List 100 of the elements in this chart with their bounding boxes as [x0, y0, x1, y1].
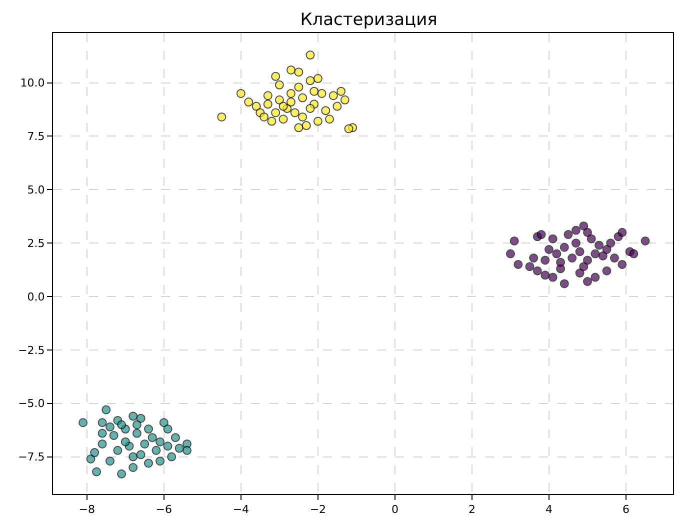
point	[102, 405, 111, 414]
point	[336, 86, 346, 96]
point	[529, 254, 538, 263]
point	[267, 116, 276, 126]
point	[579, 221, 588, 230]
point	[105, 456, 114, 466]
point	[344, 124, 354, 134]
y-tick-label: 7.5	[27, 130, 45, 144]
point	[174, 444, 184, 453]
point	[564, 230, 573, 240]
x-tick-label: −8	[78, 503, 95, 516]
point	[286, 98, 296, 107]
point	[170, 433, 180, 442]
point	[128, 412, 138, 421]
point	[306, 104, 315, 113]
x-tick-label: 0	[391, 503, 398, 516]
point	[217, 112, 226, 122]
point	[540, 256, 550, 265]
point	[286, 65, 296, 74]
point	[152, 446, 161, 455]
point	[105, 422, 114, 432]
y-tick-label: 5.0	[27, 184, 45, 197]
point	[294, 123, 304, 132]
point	[583, 228, 592, 237]
point	[618, 228, 627, 237]
point	[86, 454, 96, 464]
point	[132, 420, 142, 430]
point	[590, 249, 600, 258]
point	[182, 446, 192, 455]
point	[144, 424, 153, 434]
point	[548, 272, 558, 282]
point	[159, 418, 168, 428]
point	[332, 102, 342, 111]
point	[98, 439, 107, 448]
y-tick-label: −2.5	[18, 344, 45, 357]
point	[113, 446, 122, 455]
point	[163, 424, 172, 434]
point	[132, 428, 142, 438]
point	[340, 95, 350, 104]
point	[583, 256, 592, 265]
point	[629, 249, 638, 258]
x-tick-label: 6	[622, 503, 630, 516]
point	[606, 238, 616, 248]
y-tick-label: 0.0	[27, 290, 45, 304]
point	[78, 418, 88, 428]
point	[278, 102, 288, 111]
chart-title: Кластеризация	[300, 10, 438, 30]
point	[602, 245, 612, 254]
point	[140, 439, 150, 448]
point	[640, 236, 650, 246]
point	[540, 270, 550, 280]
point	[271, 108, 280, 118]
point	[90, 448, 100, 458]
point	[290, 108, 300, 118]
point	[560, 279, 569, 288]
point	[167, 452, 176, 462]
point	[136, 414, 146, 423]
x-tick-label: 4	[546, 503, 552, 516]
point	[156, 437, 165, 446]
y-tick-label: 2.5	[27, 236, 45, 250]
point	[579, 262, 588, 272]
point	[571, 238, 580, 248]
point	[525, 262, 534, 272]
point	[298, 112, 308, 122]
y-tick-label: 10.0	[20, 76, 45, 90]
point	[98, 418, 107, 428]
point	[117, 420, 126, 430]
point	[286, 88, 296, 98]
point	[532, 266, 542, 276]
point	[271, 72, 280, 81]
point	[263, 100, 272, 109]
point	[325, 114, 334, 124]
point	[317, 88, 326, 98]
point	[575, 268, 584, 278]
point	[310, 86, 319, 96]
point	[236, 88, 246, 98]
point	[586, 234, 596, 244]
point	[92, 467, 102, 476]
point	[274, 80, 284, 90]
point	[568, 254, 577, 263]
point	[571, 226, 580, 235]
point	[306, 50, 315, 60]
point	[274, 95, 284, 104]
point	[109, 430, 118, 440]
point	[128, 463, 138, 472]
point	[252, 102, 261, 111]
point	[128, 452, 138, 462]
point	[602, 266, 612, 276]
point	[328, 91, 338, 100]
point	[583, 277, 592, 286]
point	[98, 428, 107, 438]
point	[506, 249, 515, 258]
point	[306, 76, 315, 86]
point	[294, 68, 304, 77]
point	[148, 433, 157, 442]
y-tick-label: −7.5	[18, 450, 45, 464]
point	[594, 240, 604, 250]
point	[313, 74, 322, 84]
x-tick-label: −4	[232, 503, 250, 516]
point	[136, 450, 146, 460]
